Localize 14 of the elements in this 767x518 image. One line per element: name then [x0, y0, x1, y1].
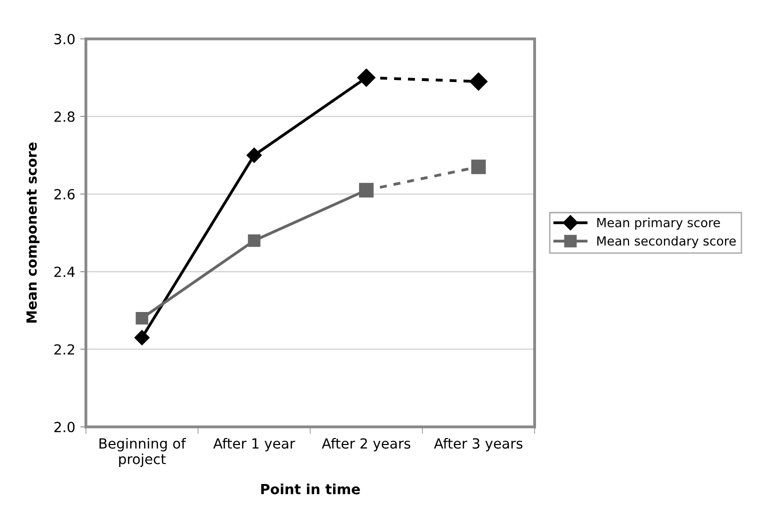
y-tick-label: 2.0 — [54, 422, 75, 432]
y-tick-label: 2.4 — [54, 266, 75, 277]
legend-label: Mean primary score — [597, 218, 720, 230]
y-tick-label: 3.0 — [54, 34, 75, 44]
legend-label: Mean secondary score — [597, 236, 736, 248]
x-tick-label: After 1 year — [213, 438, 296, 452]
y-axis-title: Mean component score — [26, 142, 40, 323]
y-tick-label: 2.2 — [54, 344, 74, 355]
y-tick-label: 2.8 — [54, 111, 75, 122]
x-tick-label: After 3 years — [434, 438, 522, 452]
x-axis-title: Point in time — [261, 484, 360, 494]
x-tick-label: After 2 years — [322, 438, 410, 452]
x-tick-label: Beginning of project — [100, 438, 186, 467]
y-tick-label: 2.6 — [54, 189, 75, 200]
